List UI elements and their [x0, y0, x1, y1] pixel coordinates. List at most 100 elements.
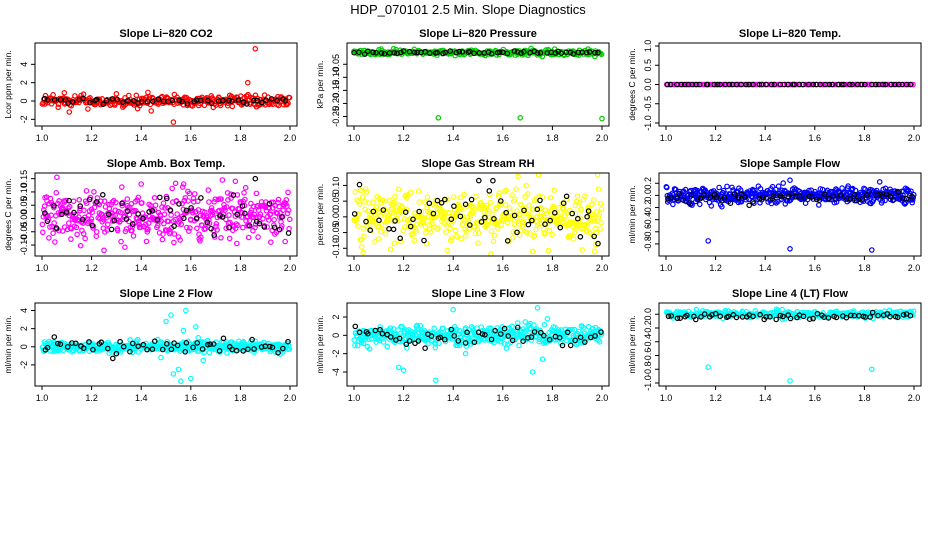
data-point [206, 349, 213, 356]
y-axis: -2 0 2 4 [19, 308, 35, 369]
data-point [286, 346, 293, 352]
data-point [796, 193, 803, 199]
data-point [407, 216, 413, 222]
y-tick-label: 0.2 [643, 177, 653, 190]
data-point [560, 200, 567, 207]
data-point [424, 194, 431, 200]
data-point [448, 235, 455, 241]
outlier-point [200, 357, 207, 364]
data-point [696, 201, 703, 208]
data-point [411, 49, 418, 56]
data-point [155, 96, 162, 102]
y-tick-label: 4 [19, 308, 29, 313]
y-tick-label: 0.15 [19, 170, 29, 188]
data-point [51, 334, 58, 340]
data-point [727, 200, 734, 207]
data-point [273, 229, 280, 236]
data-point [549, 231, 556, 238]
data-point [590, 215, 597, 222]
data-point [558, 50, 565, 57]
data-point [704, 81, 711, 88]
data-point [665, 313, 672, 320]
data-point [120, 199, 126, 206]
data-point [512, 196, 518, 203]
data-point [534, 206, 541, 213]
data-point [663, 184, 670, 191]
data-point [76, 214, 82, 220]
data-point [708, 203, 715, 209]
series-all [39, 174, 293, 254]
data-point [202, 225, 209, 232]
data-point [98, 339, 105, 346]
outlier-point [61, 90, 68, 96]
outlier-point [544, 315, 551, 322]
data-point [66, 197, 72, 204]
data-point [148, 108, 155, 114]
data-point [245, 346, 251, 353]
data-point [195, 198, 201, 205]
y-tick-label: -0.6 [643, 224, 653, 240]
data-point [226, 224, 232, 231]
data-point [592, 333, 598, 339]
data-point [401, 216, 408, 222]
data-point [55, 104, 62, 111]
data-point [547, 194, 554, 201]
data-point [428, 333, 435, 339]
data-point [472, 230, 479, 237]
data-point [269, 344, 276, 351]
data-point [275, 349, 281, 356]
x-tick-label: 2.0 [596, 263, 609, 273]
data-point [756, 81, 763, 88]
x-tick-label: 1.8 [858, 133, 871, 143]
data-point [386, 197, 393, 203]
data-point [693, 306, 700, 313]
y-tick-label: -0.25 [331, 106, 341, 127]
data-point [863, 192, 870, 198]
data-point [517, 201, 524, 208]
data-point [444, 196, 451, 203]
data-point [114, 96, 121, 103]
data-point [412, 226, 419, 233]
data-point [223, 225, 230, 232]
data-point [214, 227, 220, 233]
y-axis: -0.25-0.20-0.15-0.10-0.05 [331, 54, 347, 127]
data-point [520, 213, 526, 219]
data-point [777, 312, 784, 319]
data-point [442, 209, 448, 216]
data-point [768, 81, 775, 88]
outlier-point [529, 369, 536, 375]
data-point [205, 97, 211, 104]
data-point [274, 97, 280, 104]
data-point [503, 187, 510, 194]
data-point [127, 348, 133, 355]
data-point [415, 188, 422, 195]
data-point [172, 180, 179, 187]
data-point [169, 97, 176, 104]
data-point [280, 207, 286, 214]
data-point [109, 199, 116, 205]
x-tick-label: 1.2 [397, 133, 410, 143]
data-point [130, 221, 136, 227]
data-point [738, 191, 745, 198]
data-point [242, 184, 249, 191]
data-point [113, 350, 120, 357]
data-point [866, 188, 873, 195]
data-point [198, 234, 204, 241]
data-point [453, 326, 460, 333]
data-point [87, 99, 93, 106]
data-point [42, 210, 48, 216]
data-point [475, 177, 482, 184]
data-point [567, 342, 574, 349]
data-point [678, 81, 685, 88]
data-point [724, 183, 730, 190]
data-point [285, 189, 291, 196]
data-point [711, 81, 717, 88]
data-point [514, 326, 521, 333]
data-point [882, 197, 888, 204]
outlier-point [591, 248, 598, 255]
data-point [867, 314, 874, 320]
y-axis: -4 -2 0 2 [331, 314, 347, 376]
data-point [263, 97, 269, 104]
data-point [120, 343, 127, 350]
